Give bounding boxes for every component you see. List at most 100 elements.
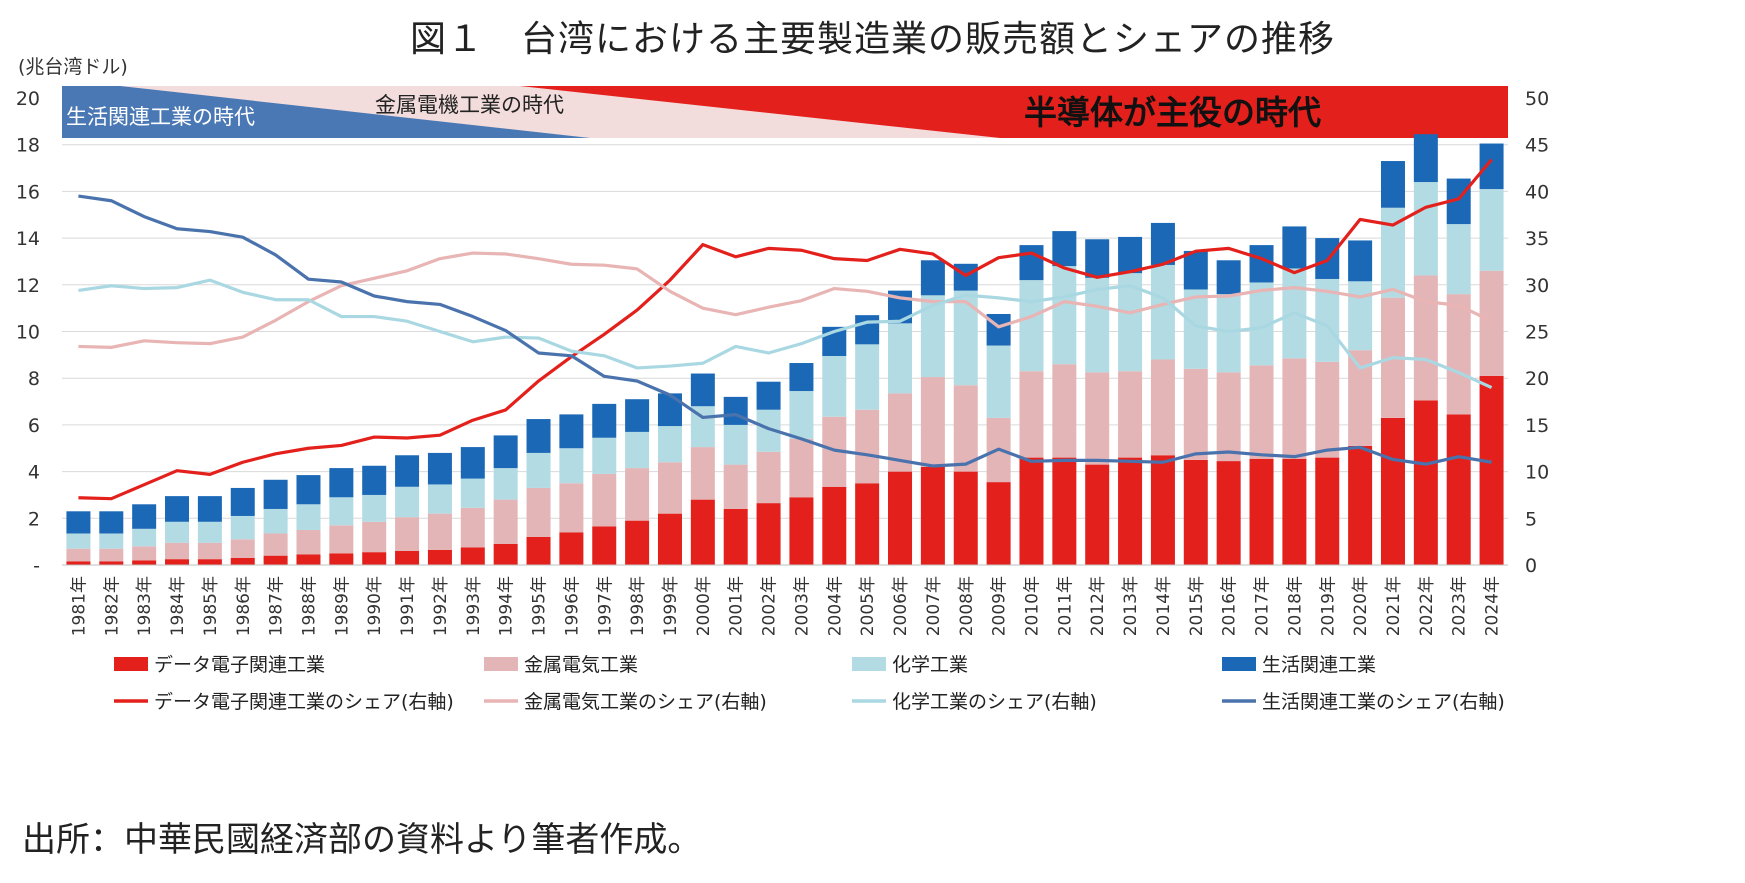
bar-segment-living [1085, 239, 1110, 278]
y2-tick-label: 0 [1525, 555, 1537, 577]
bar-segment-electronics [296, 554, 321, 565]
bar-segment-electronics [986, 482, 1011, 565]
bar-segment-metal [1282, 358, 1307, 459]
legend: データ電子関連工業 金属電気工業 化学工業 生活関連工業データ電子関連工業のシェア(右… [114, 654, 1505, 713]
bar-segment-metal [1413, 275, 1438, 401]
bar-segment-electronics [1348, 445, 1373, 565]
bar-segment-electronics [165, 559, 190, 565]
bar-segment-metal [1183, 368, 1208, 460]
bar-segment-living [1019, 245, 1044, 281]
bar-segment-living [756, 381, 781, 410]
share-line-electronics_line [78, 158, 1493, 501]
bar-segment-electronics [66, 561, 91, 565]
x-tick-label: 2006年 [891, 576, 911, 636]
bar-segment-metal [197, 542, 222, 560]
x-tick-label: 1985年 [201, 576, 221, 636]
bar-segment-electronics [1085, 464, 1110, 565]
bar-segment-metal [493, 499, 518, 544]
bar-segment-metal [66, 548, 91, 562]
bar-segment-living [1150, 222, 1175, 265]
bar-segment-chemical [1085, 277, 1110, 373]
bar-segment-electronics [953, 471, 978, 565]
bar-segment-chemical [723, 424, 748, 465]
x-tick-label: 2015年 [1187, 576, 1207, 636]
y-tick-label: 8 [28, 368, 40, 390]
bar-segment-electronics [395, 550, 420, 565]
bar-segment-chemical [296, 504, 321, 530]
bar-segment-living [230, 487, 255, 516]
bar-segment-chemical [625, 431, 650, 469]
bar-segment-living [493, 435, 518, 469]
y-tick-label: - [33, 555, 40, 577]
y2-tick-label: 15 [1525, 415, 1549, 437]
bar-segment-living [460, 447, 485, 479]
x-tick-label: 1993年 [464, 576, 484, 636]
share-line-chemical_line [78, 278, 1493, 389]
bar-segment-metal [1249, 365, 1274, 459]
bar-segment-living [1052, 231, 1077, 267]
x-tick-label: 1991年 [398, 576, 418, 636]
legend-label: 化学工業のシェア(右軸) [892, 691, 1097, 713]
bar-segment-living [395, 455, 420, 487]
y2-tick-label: 35 [1525, 228, 1549, 250]
bar-segment-chemical [1019, 280, 1044, 372]
bar-segment-electronics [1380, 417, 1405, 565]
bar-segment-living [99, 511, 124, 534]
bar-segment-living [690, 373, 715, 407]
bar-segment-chemical [888, 323, 913, 394]
bar-segment-chemical [99, 533, 124, 549]
legend-label: データ電子関連工業のシェア(右軸) [154, 691, 454, 713]
bar-segment-electronics [559, 532, 584, 565]
y-tick-label: 14 [16, 228, 40, 250]
x-tick-label: 1987年 [267, 576, 287, 636]
share-line-metal_line [78, 251, 1493, 349]
bar-segment-metal [1216, 372, 1241, 462]
bar-segment-chemical [1150, 264, 1175, 360]
bar-segment-chemical [789, 391, 814, 439]
legend-swatch-electronics [114, 657, 148, 671]
bar-segment-chemical [526, 452, 551, 488]
bar-segment-living [592, 403, 617, 438]
bar-segment-living [1348, 240, 1373, 282]
x-tick-label: 2010年 [1022, 576, 1042, 636]
bar-segment-electronics [493, 543, 518, 565]
x-tick-label: 2001年 [727, 576, 747, 636]
y-tick-label: 6 [28, 415, 40, 437]
bar-segment-chemical [1446, 224, 1471, 295]
x-tick-label: 2005年 [858, 576, 878, 636]
bar-segment-chemical [1052, 266, 1077, 365]
bar-segment-chemical [657, 426, 682, 463]
bar-segment-electronics [1315, 457, 1340, 565]
bar-segment-metal [263, 533, 288, 556]
bar-segment-electronics [690, 499, 715, 565]
bar-segment-metal [296, 529, 321, 555]
bar-segment-electronics [625, 520, 650, 565]
bar-segment-living [427, 452, 452, 485]
bar-segment-living [723, 396, 748, 425]
era-band-living [62, 86, 590, 138]
x-tick-label: 2007年 [924, 576, 944, 636]
bar-segment-metal [1052, 364, 1077, 458]
bar-segment-electronics [1413, 400, 1438, 565]
bar-segment-metal [1150, 359, 1175, 456]
bar-segment-electronics [197, 559, 222, 565]
bar-segment-electronics [427, 549, 452, 565]
x-tick-label: 2012年 [1088, 576, 1108, 636]
legend-swatch-metal [484, 657, 518, 671]
era-band-semiconductor [62, 86, 1508, 138]
x-tick-label: 2009年 [990, 576, 1010, 636]
legend-label: 化学工業 [892, 654, 968, 676]
bar-segment-electronics [230, 557, 255, 565]
bar-segment-living [197, 496, 222, 522]
x-tick-label: 1996年 [562, 576, 582, 636]
bar-segment-electronics [1052, 457, 1077, 565]
legend-label: 金属電気工業のシェア(右軸) [524, 691, 767, 713]
bar-segment-living [1282, 226, 1307, 269]
x-tick-label: 2013年 [1121, 576, 1141, 636]
bar-segment-living [1479, 143, 1504, 190]
bar-segment-chemical [132, 528, 157, 547]
bar-segment-metal [1315, 361, 1340, 458]
y2-tick-label: 5 [1525, 508, 1537, 530]
bar-segment-metal [1446, 294, 1471, 415]
